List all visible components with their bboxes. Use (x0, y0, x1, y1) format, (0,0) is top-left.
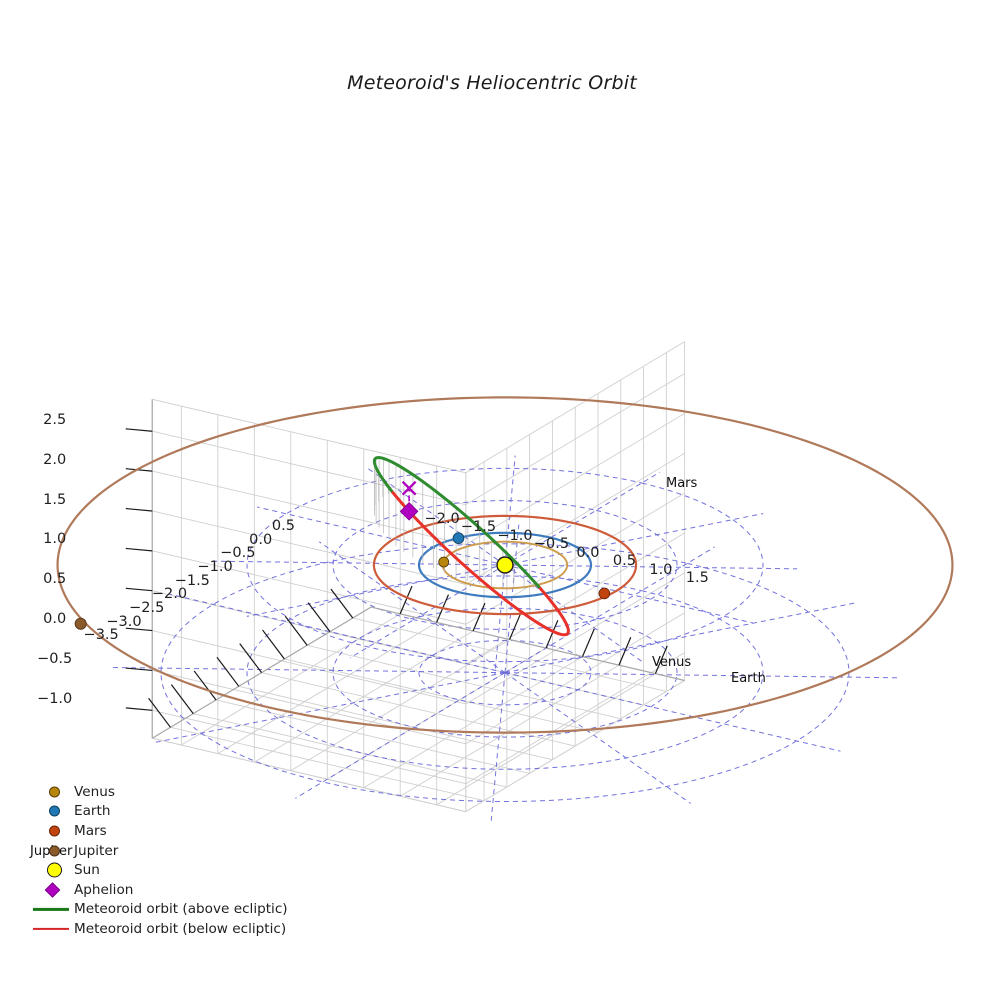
legend-item-earth: Earth (28, 802, 298, 822)
ecliptic-polar-grid (109, 455, 901, 821)
page-title: Meteoroid's Heliocentric Orbit (347, 72, 637, 94)
legend-label: Meteoroid orbit (below ecliptic) (74, 920, 287, 937)
y-tick-6: 1.0 (649, 561, 673, 578)
legend-dot-marker (28, 802, 74, 822)
x-tick-6: −0.5 (220, 545, 256, 562)
venus-marker (438, 556, 450, 568)
legend-diamond-swatch (44, 881, 61, 898)
y-tick-2: −1.0 (497, 527, 533, 544)
legend-label: Sun (74, 862, 100, 879)
axes-pane-grid (151, 341, 686, 813)
legend-item-meteoroid-orbit-above-ecliptic: Meteoroid orbit (above ecliptic) (28, 900, 298, 920)
legend-dot-marker (28, 821, 74, 841)
planet-point-markers (74, 532, 611, 630)
legend-dot-swatch (49, 845, 60, 857)
legend-line-marker (28, 900, 74, 920)
x-tick-3: −2.0 (151, 586, 188, 603)
mars-orbit-path (372, 514, 638, 616)
jupiter-marker (74, 617, 87, 630)
venus-orbit-path (441, 540, 569, 590)
y-tick-1: −1.5 (460, 519, 497, 536)
aphelion-marker-group (399, 480, 419, 521)
meteoroid-above-ecliptic (372, 456, 536, 583)
legend-label: Venus (74, 783, 115, 800)
sun-marker (496, 556, 514, 574)
legend-line-swatch (33, 908, 69, 911)
earth-orbit-path (417, 531, 593, 599)
legend-dot-marker (28, 841, 74, 861)
legend-label: Earth (74, 803, 111, 820)
z-tick-1: 2.0 (43, 451, 67, 468)
axis-tick-marks (125, 428, 668, 728)
y-tick-3: −0.5 (533, 536, 570, 553)
mars-marker (598, 587, 611, 600)
meteoroid-above-ecliptic (532, 579, 541, 589)
x-tick-1: −3.0 (106, 613, 142, 630)
z-tick-7: −1.0 (37, 690, 73, 707)
legend-dot-swatch (49, 825, 60, 837)
legend-item-mars: Mars (28, 821, 298, 841)
z-tick-4: 0.5 (43, 571, 67, 588)
meteoroid-orbit (372, 456, 570, 637)
y-tick-0: −2.0 (424, 510, 460, 527)
z-tick-3: 1.0 (43, 531, 67, 548)
y-tick-4: 0.0 (576, 544, 600, 561)
y-tick-5: 0.5 (612, 553, 636, 570)
legend-item-jupiter: Jupiter (28, 841, 298, 861)
chart-legend: Venus Earth Mars Jupiter Sun Aphelion Meteoroi… (28, 782, 298, 939)
legend-item-aphelion: Aphelion (28, 880, 298, 900)
legend-label: Mars (74, 822, 107, 839)
legend-dot-swatch (49, 805, 60, 817)
legend-dot-swatch (49, 786, 60, 798)
x-tick-4: −1.5 (174, 572, 210, 589)
aphelion-diamond-marker (399, 501, 419, 521)
legend-item-meteoroid-orbit-below-ecliptic: Meteoroid orbit (below ecliptic) (28, 919, 298, 939)
x-tick-5: −1.0 (197, 559, 233, 576)
legend-line-swatch (33, 927, 69, 931)
legend-item-sun: Sun (28, 860, 298, 880)
venus-label: Venus (652, 655, 692, 670)
x-tick-8: 0.5 (271, 518, 295, 535)
legend-label: Jupiter (74, 842, 119, 859)
mars-label: Mars (666, 476, 698, 491)
z-tick-5: 0.0 (43, 611, 67, 628)
legend-item-venus: Venus (28, 782, 298, 802)
jupiter-orbit-path (56, 396, 954, 734)
earth-label: Earth (731, 671, 766, 686)
legend-dot-swatch (47, 862, 62, 878)
x-tick-0: −3.5 (83, 627, 119, 644)
earth-marker (452, 532, 465, 544)
legend-dot-marker (28, 860, 74, 880)
aphelion-projection-x-marker (401, 480, 417, 496)
planet-orbits (56, 396, 954, 734)
x-tick-2: −2.5 (129, 600, 165, 616)
legend-line-marker (28, 919, 74, 939)
legend-dot-marker (28, 782, 74, 802)
z-tick-6: −0.5 (37, 651, 73, 667)
meteoroid-below-ecliptic (391, 491, 570, 637)
y-tick-7: 1.5 (685, 570, 709, 587)
legend-label: Meteoroid orbit (above ecliptic) (74, 901, 288, 918)
axis-spines (151, 399, 685, 739)
z-tick-2: 1.5 (43, 491, 67, 508)
z-tick-0: 2.5 (43, 411, 67, 428)
legend-diamond-marker (28, 880, 74, 900)
x-tick-7: 0.0 (249, 531, 273, 548)
legend-label: Aphelion (74, 881, 134, 898)
